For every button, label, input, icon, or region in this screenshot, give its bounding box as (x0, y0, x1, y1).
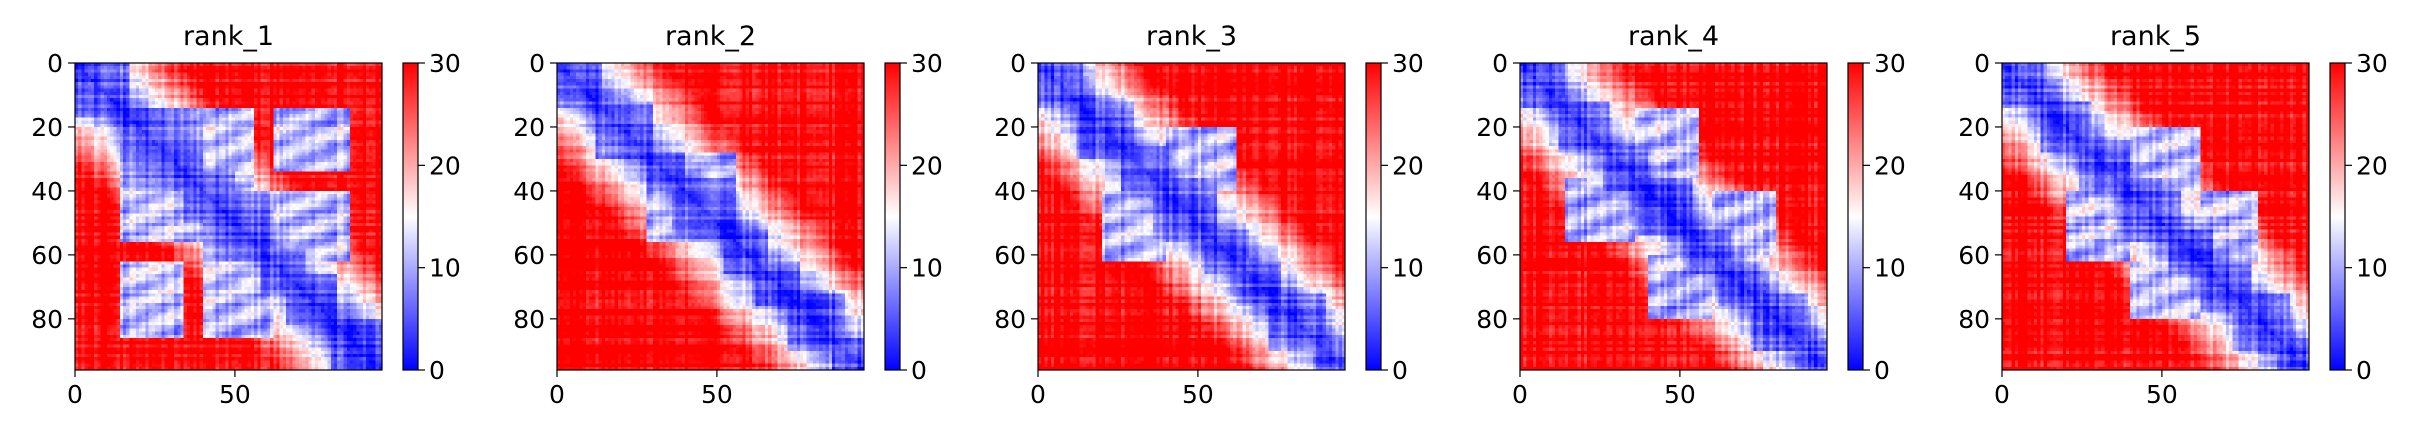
colorbar-tick-label: 20 (911, 151, 943, 180)
colorbar-tick-label: 30 (1874, 49, 1906, 78)
y-tick-label: 20 (994, 113, 1026, 142)
y-tick-label: 60 (1476, 241, 1508, 270)
colorbar-tick-label: 10 (911, 254, 943, 283)
colorbar-tick-label: 0 (911, 356, 927, 385)
y-tick-label: 20 (1958, 113, 1990, 142)
y-tick-label: 60 (1958, 241, 1990, 270)
heatmap-panel-1: rank_1 0 20 40 60 80 0 50 0 10 20 30 (31, 21, 461, 409)
y-tick-label: 40 (31, 177, 63, 206)
x-tick-label: 50 (701, 380, 733, 409)
heatmap-cells (557, 63, 864, 370)
heatmap-frame (2001, 62, 2310, 371)
y-tick-label: 80 (1476, 305, 1508, 334)
y-tick-label: 40 (513, 177, 545, 206)
colorbar-tick-label: 30 (911, 49, 943, 78)
colorbar (884, 62, 901, 371)
colorbar-tick-label: 10 (1392, 254, 1424, 283)
x-tick-label: 0 (67, 380, 83, 409)
x-tick-label: 0 (549, 380, 565, 409)
colorbar-tick-label: 20 (2356, 151, 2388, 180)
colorbar-tick-label: 0 (2356, 356, 2372, 385)
y-tick-label: 40 (1476, 177, 1508, 206)
x-tick-label: 0 (1994, 380, 2010, 409)
heatmap-frame (1519, 62, 1828, 371)
colorbar-tick-label: 30 (2356, 49, 2388, 78)
colorbar-tick-label: 20 (1392, 151, 1424, 180)
panel-title: rank_2 (665, 21, 756, 52)
colorbar-tick-label: 0 (429, 356, 445, 385)
y-tick-label: 0 (1010, 49, 1026, 78)
x-tick-label: 50 (219, 380, 251, 409)
y-tick-label: 80 (1958, 305, 1990, 334)
y-tick-label: 60 (994, 241, 1026, 270)
heatmap-cells (75, 63, 382, 370)
y-tick-label: 0 (1492, 49, 1508, 78)
x-tick-label: 50 (1182, 380, 1214, 409)
panel-title: rank_4 (1628, 21, 1719, 52)
heatmap-panel-4: rank_4 0 20 40 60 80 0 50 0 10 20 30 (1476, 21, 1906, 409)
x-tick-label: 0 (1512, 380, 1528, 409)
colorbar-tick-label: 30 (1392, 49, 1424, 78)
y-tick-label: 0 (529, 49, 545, 78)
y-tick-label: 60 (31, 241, 63, 270)
heatmap-frame (1037, 62, 1346, 371)
heatmap-cells (2002, 63, 2309, 370)
x-tick-label: 0 (1030, 380, 1046, 409)
colorbar-tick-label: 10 (2356, 254, 2388, 283)
y-tick-label: 40 (994, 177, 1026, 206)
heatmap-panel-3: rank_3 0 20 40 60 80 0 50 0 10 20 30 (994, 21, 1424, 409)
colorbar (1847, 62, 1864, 371)
colorbar (402, 62, 419, 371)
y-tick-label: 20 (513, 113, 545, 142)
heatmap-frame (74, 62, 383, 371)
heatmap-cells (1520, 63, 1827, 370)
colorbar (1365, 62, 1382, 371)
panel-title: rank_1 (183, 21, 274, 52)
panel-title: rank_5 (2110, 21, 2201, 52)
colorbar-tick-label: 0 (1874, 356, 1890, 385)
colorbar-tick-label: 20 (1874, 151, 1906, 180)
heatmap-panel-5: rank_5 0 20 40 60 80 0 50 0 10 20 30 (1958, 21, 2388, 409)
colorbar-tick-label: 0 (1392, 356, 1408, 385)
colorbar-tick-label: 10 (1874, 254, 1906, 283)
heatmap-frame (556, 62, 865, 371)
y-tick-label: 80 (31, 305, 63, 334)
colorbar-tick-label: 20 (429, 151, 461, 180)
colorbar-tick-label: 30 (429, 49, 461, 78)
y-tick-label: 20 (1476, 113, 1508, 142)
colorbar (2329, 62, 2346, 371)
heatmap-cells (1038, 63, 1345, 370)
panel-title: rank_3 (1146, 21, 1237, 52)
heatmap-panel-2: rank_2 0 20 40 60 80 0 50 0 10 20 30 (513, 21, 943, 409)
y-tick-label: 60 (513, 241, 545, 270)
y-tick-label: 0 (47, 49, 63, 78)
y-tick-label: 40 (1958, 177, 1990, 206)
y-tick-label: 80 (513, 305, 545, 334)
y-tick-label: 80 (994, 305, 1026, 334)
colorbar-tick-label: 10 (429, 254, 461, 283)
x-tick-label: 50 (2146, 380, 2178, 409)
x-tick-label: 50 (1664, 380, 1696, 409)
y-tick-label: 20 (31, 113, 63, 142)
y-tick-label: 0 (1974, 49, 1990, 78)
